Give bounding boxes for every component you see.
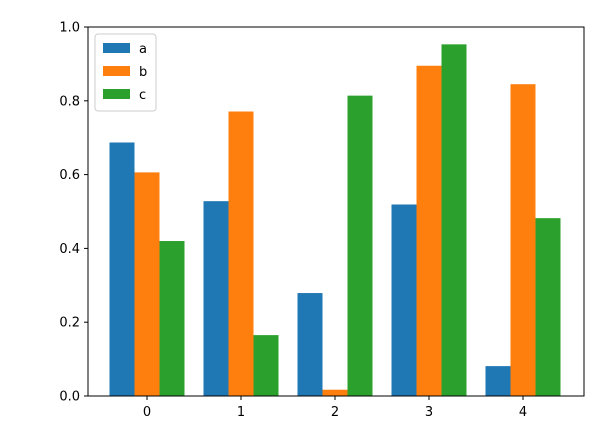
x-tick-label: 2 <box>331 405 339 420</box>
legend-label-b: b <box>139 65 147 80</box>
legend: abc <box>94 33 157 112</box>
x-tick-label: 1 <box>237 405 245 420</box>
y-tick-label: 0.6 <box>59 168 80 183</box>
bar-c-3 <box>441 44 467 397</box>
bar-b-3 <box>416 65 442 397</box>
x-axis: 0 1 2 3 4 <box>143 396 527 420</box>
bar-c-2 <box>347 95 373 396</box>
y-axis: 0.0 0.2 0.4 0.6 0.8 1.0 <box>59 21 88 405</box>
bar-a-0 <box>109 142 135 396</box>
bar-c-0 <box>159 241 185 396</box>
bars-group <box>109 44 561 397</box>
y-tick-label: 0.8 <box>59 94 80 109</box>
y-tick-label: 1.0 <box>59 21 80 36</box>
bar-a-2 <box>297 293 323 396</box>
y-tick-label: 0.4 <box>59 242 80 257</box>
legend-swatch-b <box>103 66 130 76</box>
bar-b-2 <box>322 389 348 396</box>
x-tick-label: 3 <box>425 405 433 420</box>
x-tick-label: 0 <box>143 405 151 420</box>
bar-b-4 <box>510 84 536 396</box>
bar-a-1 <box>203 201 229 396</box>
bar-b-1 <box>228 111 254 396</box>
y-tick-label: 0.0 <box>59 390 80 405</box>
legend-label-a: a <box>139 42 147 57</box>
bar-a-3 <box>391 204 417 396</box>
bar-a-4 <box>485 366 511 396</box>
plot-frame <box>87 26 585 397</box>
bar-b-0 <box>134 172 160 396</box>
y-tick-label: 0.2 <box>59 316 80 331</box>
bar-c-1 <box>253 335 279 396</box>
legend-swatch-a <box>103 43 130 53</box>
legend-swatch-c <box>103 89 130 99</box>
x-tick-label: 4 <box>519 405 527 420</box>
legend-label-c: c <box>139 88 146 103</box>
bar-c-4 <box>535 218 561 396</box>
